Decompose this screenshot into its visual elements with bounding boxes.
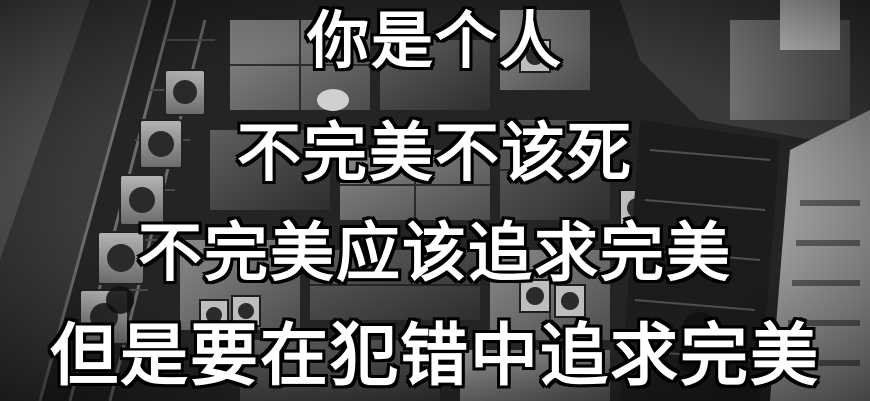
caption-line-2: 不完美不该死	[237, 117, 633, 191]
caption-line-4: 但是要在犯错中追求完美	[49, 317, 820, 396]
caption-line-3: 不完美应该追求完美	[138, 217, 732, 291]
caption-line-1: 你是个人	[306, 4, 563, 77]
